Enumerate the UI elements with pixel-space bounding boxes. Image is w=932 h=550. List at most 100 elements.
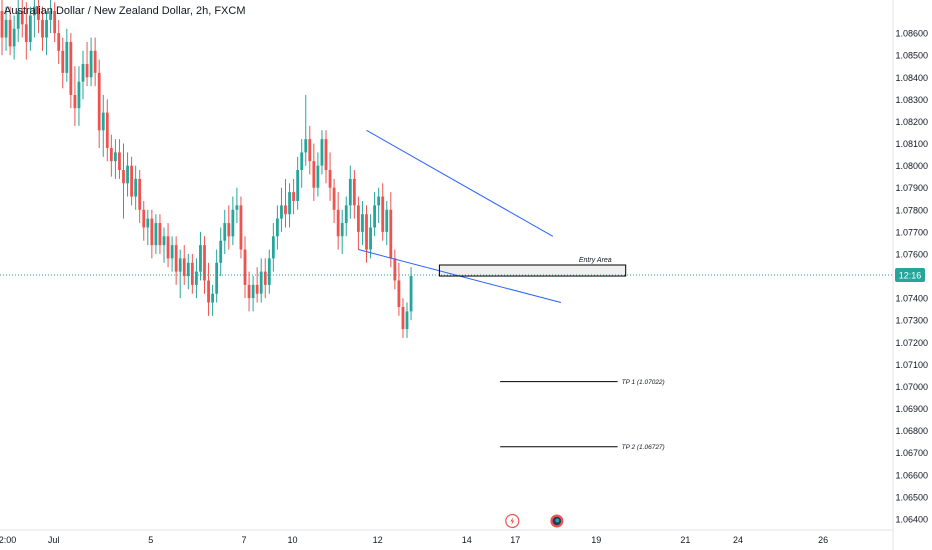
entry-area-label: Entry Area bbox=[579, 257, 612, 264]
candle-body bbox=[97, 72, 101, 131]
candle-body bbox=[16, 11, 20, 29]
y-tick-label: 1.07600 bbox=[895, 249, 928, 259]
candle-body bbox=[8, 19, 12, 47]
candle bbox=[28, 6, 32, 51]
candle bbox=[146, 209, 150, 246]
candle-body bbox=[328, 170, 332, 188]
candle-body bbox=[219, 240, 223, 263]
candle-body bbox=[332, 187, 336, 210]
candle-body bbox=[150, 218, 154, 246]
candle-body bbox=[263, 271, 267, 285]
earnings-icon[interactable] bbox=[550, 514, 564, 528]
candle-body bbox=[203, 245, 206, 281]
entry-area-box[interactable] bbox=[438, 264, 627, 277]
candle-body bbox=[300, 152, 304, 171]
candle bbox=[162, 227, 166, 263]
x-tick-label: 12:00 bbox=[0, 535, 16, 545]
candle bbox=[65, 28, 69, 82]
candle bbox=[393, 249, 397, 290]
candle bbox=[288, 183, 291, 228]
candle bbox=[316, 152, 320, 197]
candle-body bbox=[340, 223, 344, 237]
candle bbox=[284, 178, 287, 228]
candle bbox=[12, 15, 16, 60]
candle bbox=[0, 0, 4, 56]
candle-body bbox=[385, 209, 389, 232]
candle bbox=[381, 183, 385, 241]
candle bbox=[292, 178, 295, 215]
candle bbox=[109, 134, 113, 177]
candle bbox=[267, 249, 271, 294]
candle bbox=[308, 125, 312, 175]
candle bbox=[401, 298, 405, 338]
candle-body bbox=[146, 218, 150, 228]
candle-body bbox=[33, 6, 36, 16]
candle-body bbox=[361, 214, 364, 232]
candle-body bbox=[296, 170, 300, 201]
candle bbox=[126, 152, 129, 197]
candle-body bbox=[365, 214, 368, 250]
candle bbox=[41, 6, 44, 51]
candle-body bbox=[389, 209, 393, 259]
candle-body bbox=[251, 284, 255, 299]
candle bbox=[223, 209, 227, 254]
x-tick-label: 21 bbox=[680, 535, 690, 545]
candle bbox=[37, 0, 40, 34]
candle-body bbox=[154, 223, 158, 246]
candle bbox=[142, 200, 146, 241]
time-axis[interactable]: 12:00 Jul 5 7 10 12 14 17 19 21 24 26 bbox=[0, 535, 828, 545]
candle bbox=[45, 11, 48, 56]
candle bbox=[352, 170, 356, 219]
candle bbox=[276, 205, 279, 250]
candle bbox=[259, 258, 263, 303]
y-tick-label: 1.06800 bbox=[895, 426, 928, 436]
candle bbox=[150, 209, 154, 259]
upper-trendline[interactable] bbox=[366, 129, 554, 237]
current-price-label: 12:16 bbox=[899, 270, 922, 280]
candle bbox=[332, 178, 336, 224]
y-tick-label: 1.08400 bbox=[895, 73, 928, 83]
candle bbox=[101, 94, 105, 157]
candle-body bbox=[178, 258, 182, 272]
candle-body bbox=[393, 258, 397, 281]
candle-body bbox=[174, 245, 178, 272]
candle bbox=[385, 200, 389, 246]
candle bbox=[81, 50, 85, 100]
candle bbox=[158, 214, 162, 254]
y-tick-label: 1.08000 bbox=[895, 161, 928, 171]
candle-body bbox=[223, 223, 227, 241]
candle-body bbox=[12, 28, 16, 47]
candle-body bbox=[308, 139, 312, 162]
candle-body bbox=[166, 236, 170, 259]
price-axis[interactable]: 1.08600 1.08500 1.08400 1.08300 1.08200 1.081… bbox=[895, 29, 928, 525]
candle-body bbox=[357, 205, 360, 232]
candle bbox=[154, 214, 158, 254]
candle-body bbox=[377, 196, 381, 206]
y-tick-label: 1.08500 bbox=[895, 51, 928, 61]
candle bbox=[373, 192, 376, 237]
y-tick-label: 1.07800 bbox=[895, 205, 928, 215]
candle bbox=[199, 231, 202, 281]
candle-body bbox=[114, 152, 117, 162]
candle-body bbox=[134, 178, 138, 197]
y-tick-label: 1.07400 bbox=[895, 294, 928, 304]
candle bbox=[130, 156, 133, 206]
lightning-icon-bolt bbox=[510, 517, 515, 525]
candle-body bbox=[37, 6, 40, 20]
candle bbox=[8, 6, 12, 56]
candle bbox=[235, 187, 239, 224]
candle-body bbox=[304, 139, 308, 153]
candle bbox=[195, 258, 198, 299]
candle-body bbox=[312, 161, 316, 188]
candle-body bbox=[381, 196, 385, 232]
lightning-icon[interactable] bbox=[505, 513, 520, 529]
candle bbox=[304, 94, 308, 166]
candle-body bbox=[162, 236, 166, 246]
x-tick-label: 26 bbox=[818, 535, 828, 545]
candle bbox=[114, 139, 117, 179]
candle-body bbox=[118, 152, 121, 171]
candle-body bbox=[81, 64, 85, 82]
candle-body bbox=[28, 15, 32, 42]
